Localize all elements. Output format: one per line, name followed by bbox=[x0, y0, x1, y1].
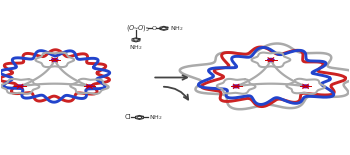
Circle shape bbox=[268, 58, 274, 61]
Circle shape bbox=[17, 85, 23, 88]
Circle shape bbox=[233, 85, 239, 88]
Text: $(O\!\!\sim\!\!O)_5$: $(O\!\!\sim\!\!O)_5$ bbox=[126, 23, 150, 33]
Text: Cl: Cl bbox=[125, 114, 131, 120]
Text: O: O bbox=[152, 26, 157, 31]
Text: $\mathrm{NH_2}$: $\mathrm{NH_2}$ bbox=[149, 113, 163, 122]
Circle shape bbox=[302, 85, 309, 88]
Text: $\mathrm{NH_2}$: $\mathrm{NH_2}$ bbox=[170, 24, 184, 33]
Circle shape bbox=[51, 58, 58, 61]
Text: $\mathrm{NH_2}$: $\mathrm{NH_2}$ bbox=[129, 43, 143, 52]
Circle shape bbox=[86, 85, 93, 88]
